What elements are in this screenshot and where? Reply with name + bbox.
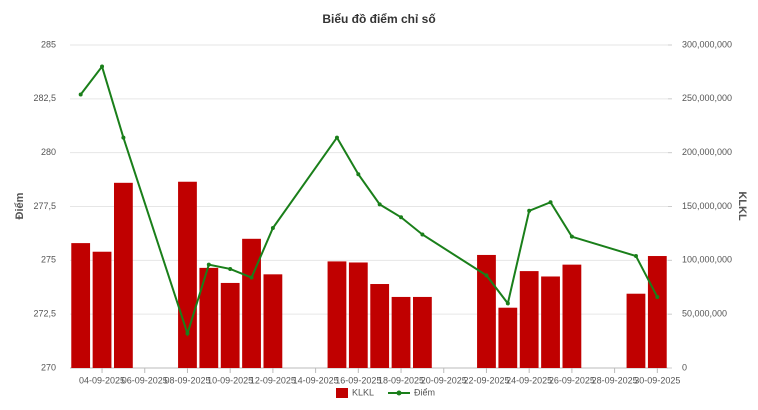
bar bbox=[541, 276, 560, 368]
y2-tick-label: 100,000,000 bbox=[682, 255, 732, 265]
point bbox=[249, 275, 254, 280]
point bbox=[100, 64, 105, 69]
point bbox=[270, 226, 275, 231]
legend-marker bbox=[396, 390, 402, 396]
y-tick-label: 282,5 bbox=[33, 93, 56, 103]
bar bbox=[113, 182, 133, 368]
point bbox=[527, 208, 532, 213]
chart-title: Biểu đồ điểm chỉ số bbox=[322, 12, 435, 26]
y2-tick-label: 150,000,000 bbox=[682, 201, 732, 211]
point bbox=[420, 232, 425, 237]
x-tick-label: 10-09-2025 bbox=[207, 375, 253, 385]
bar bbox=[348, 262, 368, 368]
point bbox=[484, 273, 489, 278]
y-tick-label: 285 bbox=[41, 39, 56, 49]
x-tick-label: 22-09-2025 bbox=[463, 375, 509, 385]
y-axis-title: Điểm bbox=[14, 192, 26, 219]
bar bbox=[178, 181, 197, 368]
point bbox=[356, 172, 361, 177]
point bbox=[633, 254, 638, 259]
point bbox=[78, 92, 83, 97]
bar bbox=[626, 293, 646, 368]
y-tick-label: 272,5 bbox=[33, 309, 56, 319]
y2-tick-label: 200,000,000 bbox=[682, 147, 732, 157]
bar bbox=[647, 256, 667, 368]
bar bbox=[498, 307, 518, 368]
point bbox=[399, 215, 404, 220]
bar bbox=[220, 282, 240, 368]
point bbox=[121, 135, 126, 140]
y2-tick-label: 250,000,000 bbox=[682, 93, 732, 103]
legend-swatch bbox=[336, 388, 348, 398]
legend-label: KLKL bbox=[352, 387, 374, 397]
x-tick-label: 12-09-2025 bbox=[250, 375, 296, 385]
y2-axis-title: KLKL bbox=[736, 191, 748, 221]
y2-tick-label: 0 bbox=[682, 362, 687, 372]
bar bbox=[412, 296, 432, 368]
bar bbox=[263, 274, 283, 368]
x-tick-label: 20-09-2025 bbox=[421, 375, 467, 385]
point bbox=[548, 200, 553, 205]
x-tick-label: 16-09-2025 bbox=[335, 375, 381, 385]
point bbox=[569, 234, 574, 239]
bar bbox=[562, 264, 582, 368]
point bbox=[334, 135, 339, 140]
point bbox=[377, 202, 382, 207]
point bbox=[206, 262, 211, 267]
y-tick-label: 270 bbox=[41, 362, 56, 372]
x-tick-label: 08-09-2025 bbox=[164, 375, 210, 385]
bar bbox=[92, 251, 112, 368]
bar bbox=[370, 284, 390, 368]
x-tick-label: 26-09-2025 bbox=[549, 375, 595, 385]
bar bbox=[199, 267, 219, 368]
y2-tick-label: 300,000,000 bbox=[682, 39, 732, 49]
point bbox=[505, 301, 510, 306]
bar bbox=[519, 271, 539, 368]
x-tick-label: 06-09-2025 bbox=[122, 375, 168, 385]
x-tick-label: 28-09-2025 bbox=[592, 375, 638, 385]
line bbox=[79, 64, 659, 337]
x-tick-label: 18-09-2025 bbox=[378, 375, 424, 385]
y-tick-label: 280 bbox=[41, 147, 56, 157]
bar bbox=[391, 296, 411, 368]
x-tick-label: 30-09-2025 bbox=[634, 375, 680, 385]
y2-tick-label: 50,000,000 bbox=[682, 309, 727, 319]
x-tick-label: 14-09-2025 bbox=[293, 375, 339, 385]
point bbox=[655, 294, 660, 299]
legend-label: Điểm bbox=[414, 387, 435, 397]
bar bbox=[242, 238, 261, 368]
point bbox=[185, 331, 190, 336]
y-tick-label: 275 bbox=[41, 255, 56, 265]
point bbox=[228, 266, 233, 271]
x-tick-label: 04-09-2025 bbox=[79, 375, 125, 385]
y-tick-label: 277,5 bbox=[33, 201, 56, 211]
x-tick-label: 24-09-2025 bbox=[506, 375, 552, 385]
bar bbox=[71, 243, 91, 368]
bar bbox=[327, 261, 347, 368]
